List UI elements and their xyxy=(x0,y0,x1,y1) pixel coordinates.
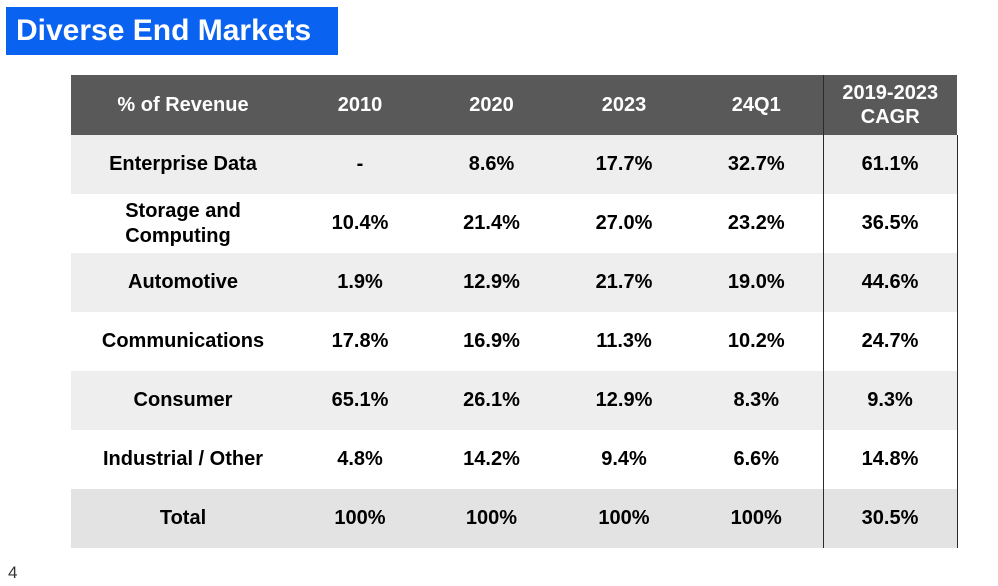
cell-cagr: 36.5% xyxy=(822,194,958,253)
page-number: 4 xyxy=(8,563,18,582)
cell-cagr: 14.8% xyxy=(822,430,958,489)
row-label: Communications xyxy=(71,312,295,371)
cell-2023: 17.7% xyxy=(558,135,690,194)
header-cagr-line1: 2019-2023 xyxy=(842,82,939,104)
row-label: Storage and Computing xyxy=(71,194,295,253)
table-header-row: % of Revenue 2010 2020 2023 24Q1 2019-20… xyxy=(71,75,957,135)
cell-2023: 9.4% xyxy=(558,430,690,489)
cell-2020: 14.2% xyxy=(425,430,558,489)
row-label: Consumer xyxy=(71,371,295,430)
table-row: Enterprise Data - 8.6% 17.7% 32.7% 61.1% xyxy=(71,135,958,194)
cell-24q1: 6.6% xyxy=(690,430,823,489)
cell-cagr: 30.5% xyxy=(822,489,958,548)
cell-2023: 12.9% xyxy=(558,371,690,430)
cell-2010: 100% xyxy=(295,489,425,548)
cell-2020: 21.4% xyxy=(425,194,558,253)
cell-24q1: 10.2% xyxy=(690,312,823,371)
table-row: Communications 17.8% 16.9% 11.3% 10.2% 2… xyxy=(71,312,958,371)
cell-2010: 4.8% xyxy=(295,430,425,489)
row-label-line2: Computing xyxy=(125,224,231,247)
cell-2020: 8.6% xyxy=(425,135,558,194)
table-row: Storage and Computing 10.4% 21.4% 27.0% … xyxy=(71,194,958,253)
cell-2020: 26.1% xyxy=(425,371,558,430)
table-row: Automotive 1.9% 12.9% 21.7% 19.0% 44.6% xyxy=(71,253,958,312)
cell-2023: 100% xyxy=(558,489,690,548)
header-2010: 2010 xyxy=(295,75,425,135)
header-24q1: 24Q1 xyxy=(690,75,823,135)
cell-2010: 17.8% xyxy=(295,312,425,371)
cell-24q1: 32.7% xyxy=(690,135,823,194)
cell-2023: 21.7% xyxy=(558,253,690,312)
cell-2010: 10.4% xyxy=(295,194,425,253)
cell-2020: 100% xyxy=(425,489,558,548)
table-row: Consumer 65.1% 26.1% 12.9% 8.3% 9.3% xyxy=(71,371,958,430)
cell-2023: 11.3% xyxy=(558,312,690,371)
header-2023: 2023 xyxy=(558,75,690,135)
header-cagr-line2: CAGR xyxy=(860,106,920,128)
header-2020: 2020 xyxy=(425,75,558,135)
header-cagr: 2019-2023 CAGR xyxy=(822,75,957,135)
cell-2020: 16.9% xyxy=(425,312,558,371)
cell-24q1: 23.2% xyxy=(690,194,823,253)
cell-cagr: 61.1% xyxy=(822,135,958,194)
cell-24q1: 100% xyxy=(690,489,823,548)
total-row: Total 100% 100% 100% 100% 30.5% xyxy=(71,489,958,548)
table-row: Industrial / Other 4.8% 14.2% 9.4% 6.6% … xyxy=(71,430,958,489)
row-label: Automotive xyxy=(71,253,295,312)
header-category: % of Revenue xyxy=(71,75,295,135)
cell-cagr: 24.7% xyxy=(822,312,958,371)
cell-cagr: 44.6% xyxy=(822,253,958,312)
row-label: Enterprise Data xyxy=(71,135,295,194)
cell-24q1: 8.3% xyxy=(690,371,823,430)
cell-2020: 12.9% xyxy=(425,253,558,312)
revenue-table: % of Revenue 2010 2020 2023 24Q1 2019-20… xyxy=(71,75,958,548)
cell-2010: 1.9% xyxy=(295,253,425,312)
cell-2023: 27.0% xyxy=(558,194,690,253)
row-label: Total xyxy=(71,489,295,548)
cell-2010: 65.1% xyxy=(295,371,425,430)
cell-2010: - xyxy=(295,135,425,194)
row-label-line1: Storage and xyxy=(125,199,241,222)
cell-24q1: 19.0% xyxy=(690,253,823,312)
cell-cagr: 9.3% xyxy=(822,371,958,430)
slide-title: Diverse End Markets xyxy=(6,7,338,55)
row-label: Industrial / Other xyxy=(71,430,295,489)
